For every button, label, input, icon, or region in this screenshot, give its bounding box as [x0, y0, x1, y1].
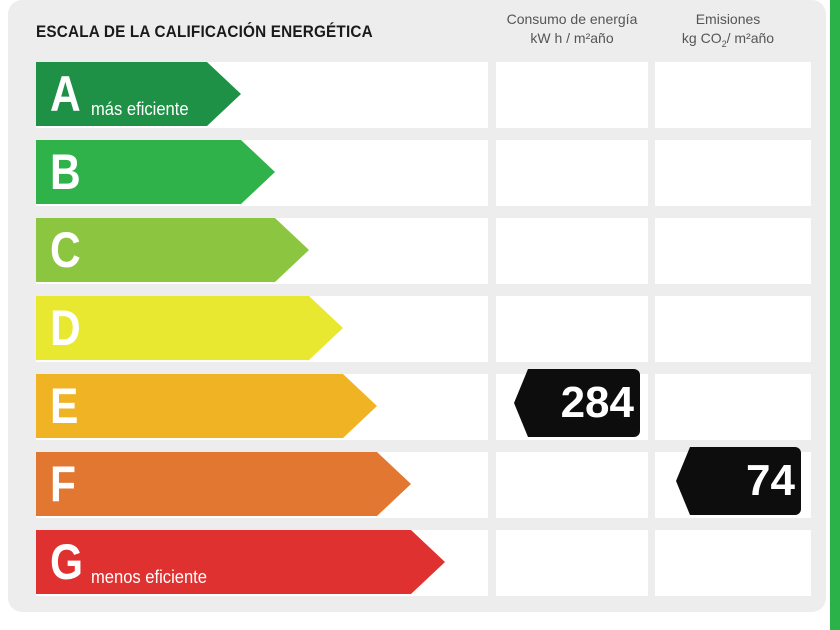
class-letter: G: [50, 534, 84, 590]
class-letter: A: [50, 66, 81, 122]
emisiones-cell: [655, 374, 811, 440]
emisiones-header-line1: Emisiones: [695, 11, 761, 27]
emisiones-cell: [655, 62, 811, 128]
consumo-cell: [496, 530, 648, 596]
emisiones-value-tag: 74: [676, 447, 801, 515]
emisiones-column-header: Emisiones kg CO2/ m²año: [652, 10, 804, 54]
class-letter: B: [50, 144, 81, 200]
class-arrow-e: E: [36, 374, 377, 438]
class-arrow-f: F: [36, 452, 411, 516]
label-title: ESCALA DE LA CALIFICACIÓN ENERGÉTICA: [36, 22, 373, 41]
energy-label-card: ESCALA DE LA CALIFICACIÓN ENERGÉTICA Con…: [8, 0, 826, 612]
consumo-header-unit: kW h / m²año: [530, 30, 614, 46]
green-edge-strip: [830, 0, 840, 630]
class-letter: C: [50, 222, 81, 278]
class-arrow-c: C: [36, 218, 309, 282]
class-letter: E: [50, 378, 79, 434]
class-arrow-d: D: [36, 296, 343, 360]
emisiones-cell: [655, 530, 811, 596]
consumo-column-header: Consumo de energía kW h / m²año: [496, 10, 648, 48]
emisiones-cell: [655, 218, 811, 284]
consumo-cell: [496, 218, 648, 284]
class-arrow-g: G menos eficiente: [36, 530, 445, 594]
consumo-cell: [496, 452, 648, 518]
emisiones-header-unit: kg CO2/ m²año: [681, 30, 775, 49]
emisiones-cell: [655, 140, 811, 206]
consumo-cell: [496, 62, 648, 128]
consumo-header-line1: Consumo de energía: [506, 11, 638, 27]
consumo-cell: [496, 140, 648, 206]
class-arrow-b: B: [36, 140, 275, 204]
class-letter: D: [50, 300, 81, 356]
class-arrow-a: A más eficiente: [36, 62, 241, 126]
consumo-value-tag: 284: [514, 369, 640, 437]
class-description: más eficiente: [91, 99, 189, 119]
emisiones-cell: [655, 296, 811, 362]
class-letter: F: [50, 456, 76, 512]
class-description: menos eficiente: [91, 567, 207, 587]
consumo-cell: [496, 296, 648, 362]
